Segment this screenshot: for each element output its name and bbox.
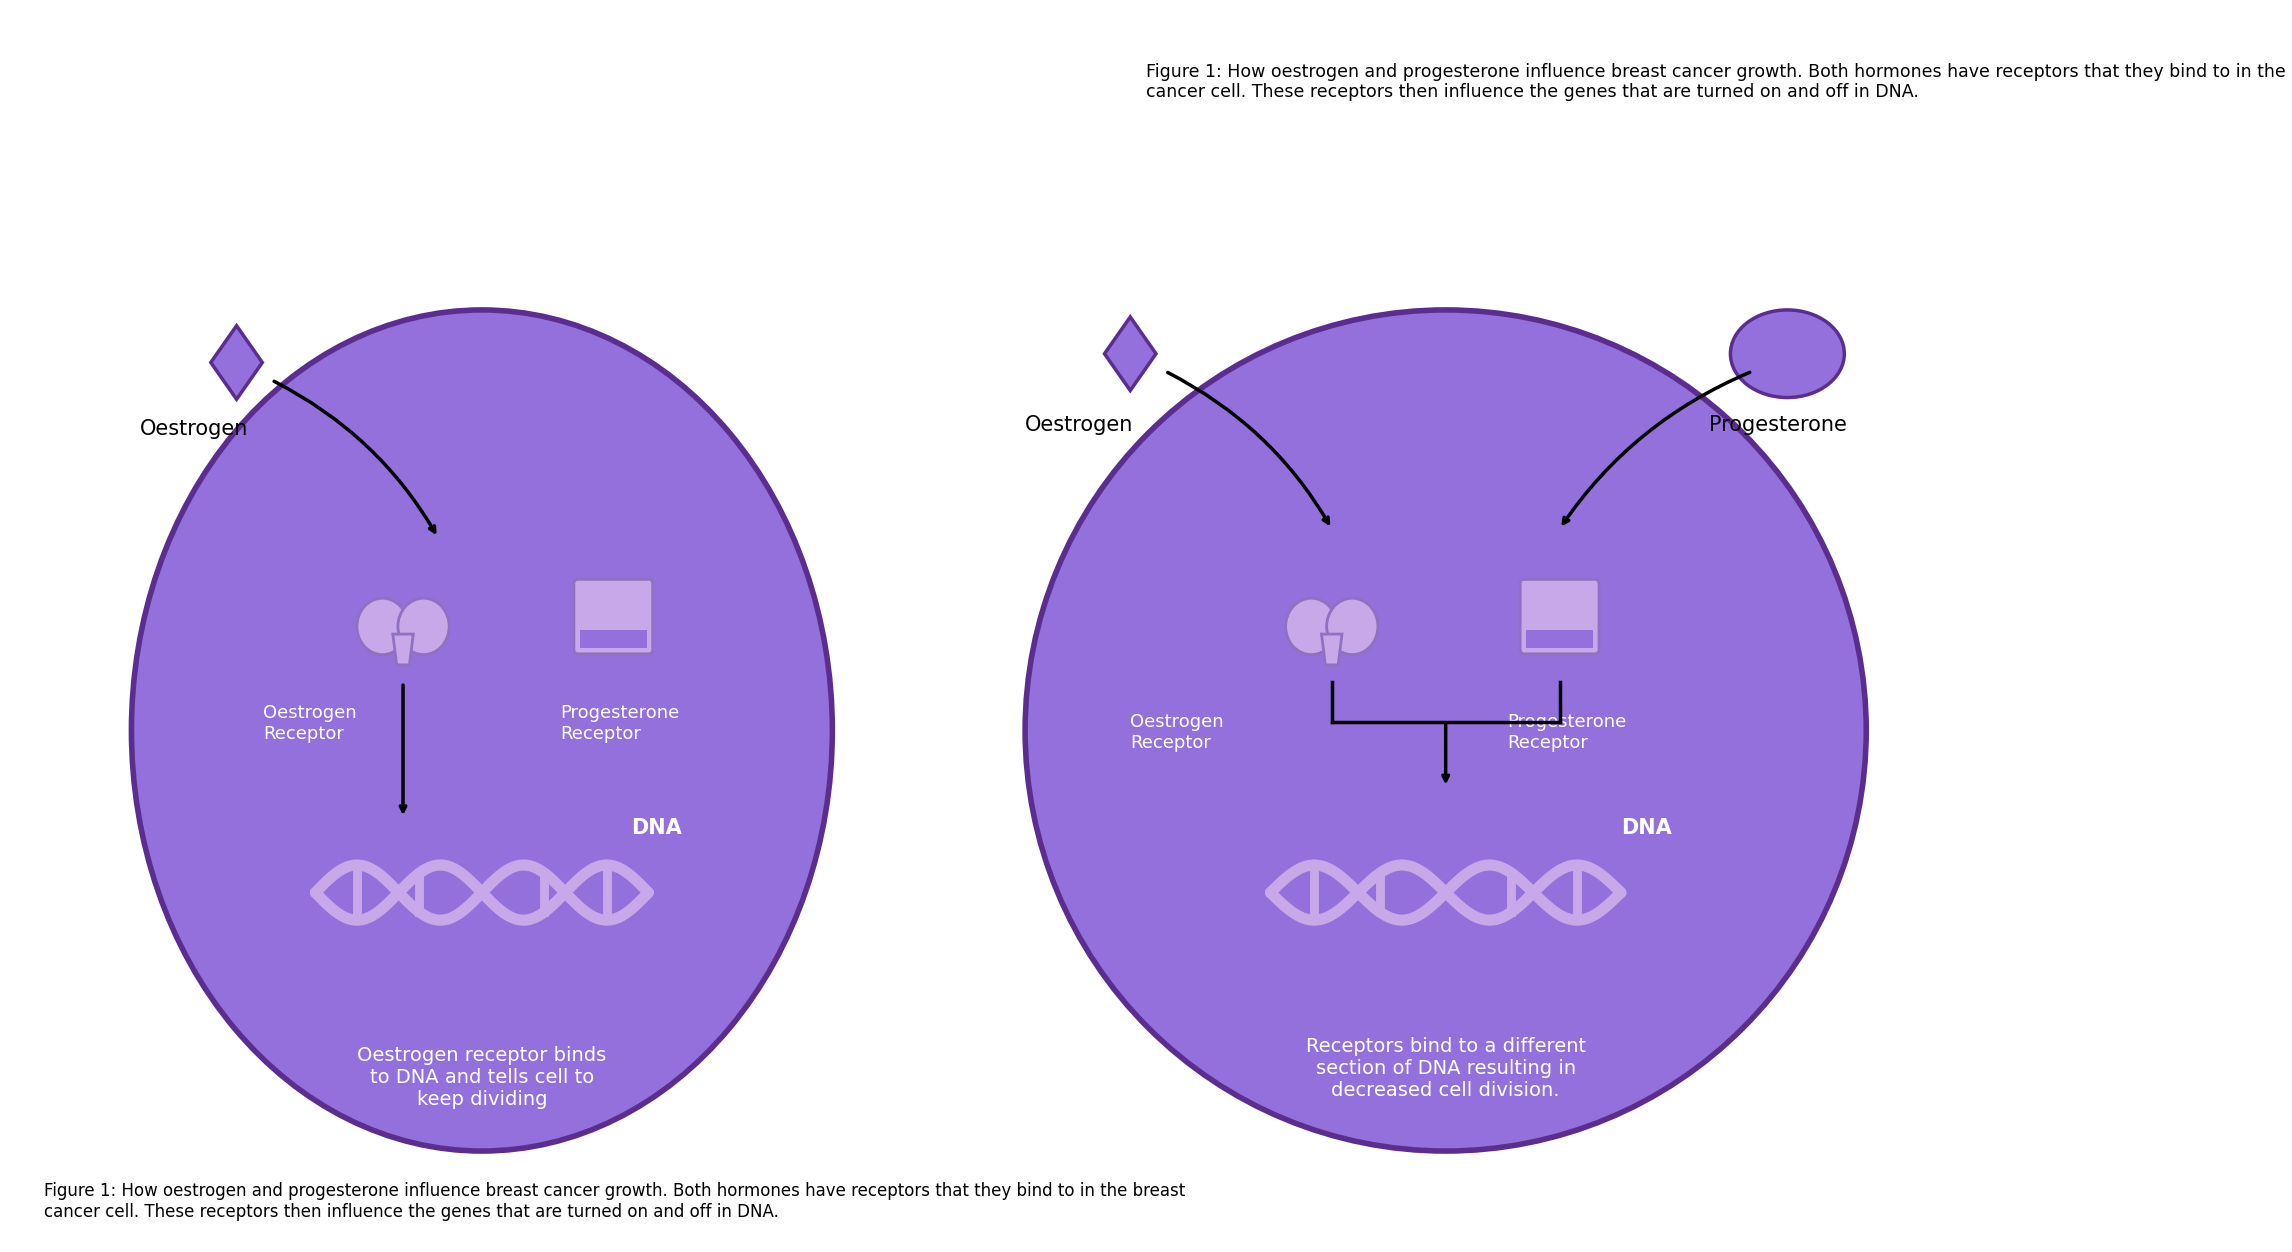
Text: Progesterone
Receptor: Progesterone Receptor [562, 704, 681, 742]
Text: Oestrogen: Oestrogen [140, 419, 248, 439]
Ellipse shape [1286, 598, 1336, 655]
Polygon shape [211, 326, 261, 399]
Polygon shape [1526, 630, 1593, 647]
Polygon shape [580, 630, 646, 647]
Text: Oestrogen receptor binds
to DNA and tells cell to
keep dividing: Oestrogen receptor binds to DNA and tell… [358, 1045, 607, 1109]
Ellipse shape [131, 310, 832, 1151]
Text: Figure 1: How oestrogen and progesterone influence breast cancer growth. Both ho: Figure 1: How oestrogen and progesterone… [44, 1182, 1185, 1221]
Text: Oestrogen
Receptor: Oestrogen Receptor [264, 704, 358, 742]
Text: Progesterone: Progesterone [1708, 416, 1847, 434]
Ellipse shape [399, 598, 449, 655]
Polygon shape [1322, 634, 1343, 665]
Text: Figure 1: How oestrogen and progesterone influence breast cancer growth. Both ho: Figure 1: How oestrogen and progesterone… [1146, 63, 2292, 101]
Polygon shape [392, 634, 413, 665]
Polygon shape [1105, 317, 1155, 391]
Ellipse shape [358, 598, 408, 655]
Text: Oestrogen
Receptor: Oestrogen Receptor [1130, 712, 1224, 751]
FancyBboxPatch shape [573, 580, 653, 654]
Ellipse shape [1327, 598, 1377, 655]
Text: Progesterone
Receptor: Progesterone Receptor [1508, 712, 1627, 751]
Ellipse shape [1730, 310, 1845, 398]
Text: Receptors bind to a different
section of DNA resulting in
decreased cell divisio: Receptors bind to a different section of… [1306, 1037, 1586, 1101]
Text: DNA: DNA [1620, 818, 1671, 838]
Text: DNA: DNA [630, 818, 681, 838]
FancyBboxPatch shape [1520, 580, 1600, 654]
Ellipse shape [1025, 310, 1866, 1151]
Text: Oestrogen: Oestrogen [1025, 416, 1135, 434]
